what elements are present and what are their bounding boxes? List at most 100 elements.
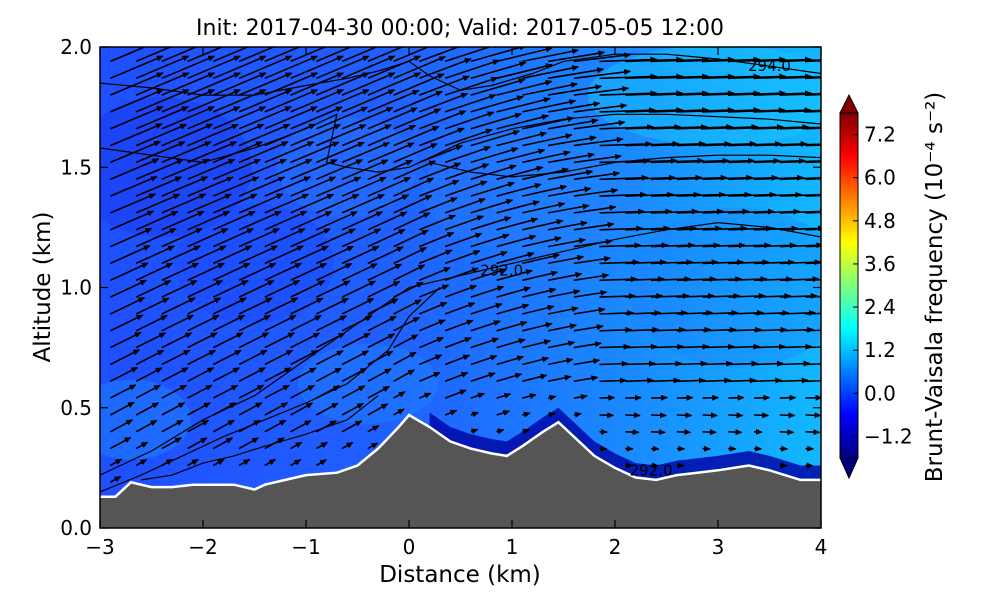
wind-arrow (393, 143, 438, 164)
wind-arrow (547, 357, 574, 366)
wind-arrow (290, 176, 337, 197)
wind-arrow (728, 208, 775, 215)
wind-arrow (650, 259, 694, 266)
wind-arrow (290, 55, 345, 80)
wind-arrow (135, 384, 161, 399)
wind-arrow (187, 72, 242, 96)
wind-arrow (367, 55, 422, 80)
wind-arrow (728, 107, 786, 114)
wind-arrow (444, 146, 492, 164)
wind-arrow (650, 276, 692, 283)
wind-arrow (547, 169, 594, 181)
wind-arrow (187, 228, 229, 248)
wind-arrow (650, 124, 708, 131)
wind-arrow (290, 349, 319, 366)
wind-arrow (599, 73, 658, 80)
wind-arrow (161, 384, 188, 399)
chart-title: Init: 2017-04-30 00:00; Valid: 2017-05-0… (196, 16, 724, 41)
wind-arrow (135, 314, 168, 332)
wind-arrow (109, 331, 142, 349)
wind-arrow (625, 73, 684, 80)
wind-arrow (444, 198, 486, 214)
wind-arrow (650, 242, 696, 249)
wind-arrow (161, 437, 183, 450)
wind-arrow (470, 372, 496, 383)
wind-arrow (728, 90, 787, 97)
wind-arrow (547, 101, 601, 113)
y-tick-label: 0.5 (60, 396, 92, 420)
wind-arrow (599, 326, 633, 333)
wind-arrow (212, 349, 242, 366)
wind-arrow (238, 402, 263, 416)
wind-arrow (470, 147, 519, 164)
wind-arrow (650, 208, 699, 215)
wind-arrow (496, 251, 535, 265)
wind-arrow (315, 420, 337, 433)
wind-arrow (728, 377, 757, 384)
wind-arrow (728, 326, 763, 333)
wind-arrow (753, 412, 770, 419)
wind-arrow (573, 375, 599, 383)
wind-arrow (418, 266, 451, 282)
wind-arrow (315, 124, 367, 147)
wind-arrow (676, 140, 732, 147)
wind-arrow (753, 56, 812, 63)
wind-arrow (676, 225, 723, 232)
wind-arrow (135, 262, 174, 282)
wind-arrow (779, 242, 821, 249)
wind-arrow (444, 389, 467, 399)
wind-arrow (779, 92, 821, 96)
wind-arrow (470, 78, 526, 96)
wind-arrow (135, 419, 158, 433)
wind-arrow (496, 372, 523, 383)
wind-arrow (805, 312, 821, 315)
x-tick-label: −2 (188, 535, 217, 559)
wind-arrow (728, 276, 768, 283)
wind-arrow (367, 194, 410, 214)
wind-arrow (161, 227, 203, 248)
y-tick-label: 2.0 (60, 35, 92, 59)
wind-arrow (728, 73, 787, 80)
wind-arrow (187, 158, 236, 181)
colorbar-tick-label: 6.0 (864, 166, 896, 190)
wind-arrow (393, 90, 444, 113)
wind-arrow (470, 199, 514, 214)
wind-arrow (212, 402, 237, 416)
wind-arrow (393, 160, 437, 181)
wind-arrow (470, 164, 517, 181)
wind-arrow (367, 89, 420, 113)
wind-arrow (496, 47, 553, 63)
wind-arrow (805, 245, 821, 248)
x-tick-label: 4 (815, 535, 828, 559)
wind-arrow (135, 123, 188, 147)
wind-arrow (728, 141, 783, 148)
wind-arrow (419, 179, 460, 197)
wind-arrow (393, 391, 406, 399)
wind-arrow (187, 314, 220, 332)
wind-arrow (135, 349, 165, 366)
wind-arrow (315, 350, 344, 366)
wind-arrow (444, 409, 458, 416)
wind-arrow (573, 69, 632, 80)
wind-arrow (109, 140, 162, 164)
wind-arrow (470, 112, 523, 130)
wind-arrow (238, 106, 293, 130)
wind-arrow (496, 303, 530, 315)
wind-arrow (341, 106, 394, 130)
wind-arrow (315, 402, 339, 416)
wind-arrow (341, 441, 354, 450)
wind-arrow (264, 279, 301, 298)
wind-arrow (290, 280, 326, 298)
wind-arrow (702, 343, 735, 350)
wind-arrow (470, 337, 500, 349)
wind-arrow (753, 107, 812, 114)
wind-arrow (341, 332, 371, 349)
x-tick-label: 2 (609, 535, 622, 559)
wind-arrow (599, 343, 631, 350)
wind-arrow (496, 165, 544, 181)
wind-arrow (728, 412, 744, 419)
wind-arrow (522, 167, 570, 181)
wind-arrow (238, 332, 270, 349)
wind-arrow (805, 110, 821, 113)
wind-arrow (547, 50, 606, 63)
